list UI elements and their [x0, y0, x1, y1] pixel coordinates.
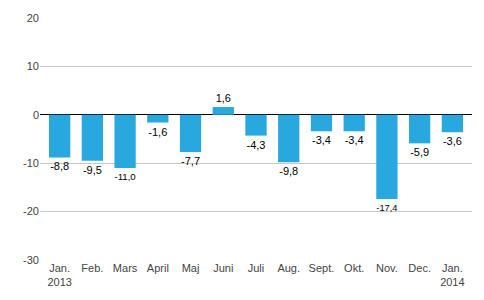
svg-text:0: 0	[33, 109, 39, 121]
svg-text:Dec.: Dec.	[408, 262, 431, 274]
svg-text:-3,6: -3,6	[443, 135, 462, 147]
svg-text:-20: -20	[23, 205, 39, 217]
svg-text:-3,4: -3,4	[312, 134, 331, 146]
svg-text:Nov.: Nov.	[376, 262, 398, 274]
svg-text:Juli: Juli	[248, 262, 265, 274]
svg-text:April: April	[147, 262, 169, 274]
svg-text:Juni: Juni	[213, 262, 233, 274]
svg-text:-9,8: -9,8	[279, 165, 298, 177]
svg-text:10: 10	[27, 60, 39, 72]
svg-text:20: 20	[27, 12, 39, 24]
svg-text:-11,0: -11,0	[114, 171, 135, 182]
svg-text:Jan.2013: Jan.2013	[47, 262, 71, 288]
svg-text:Aug.: Aug.	[277, 262, 300, 274]
svg-text:Sept.: Sept.	[309, 262, 335, 274]
svg-text:-1,6: -1,6	[148, 126, 167, 138]
svg-text:-10: -10	[23, 157, 39, 169]
svg-text:Jan.2014: Jan.2014	[440, 262, 464, 288]
svg-text:Feb.: Feb.	[81, 262, 103, 274]
svg-text:1,6: 1,6	[216, 92, 231, 104]
svg-text:-30: -30	[23, 254, 39, 266]
svg-text:Mars: Mars	[113, 262, 138, 274]
svg-text:-9,5: -9,5	[83, 164, 102, 176]
svg-text:-17,4: -17,4	[376, 203, 397, 213]
svg-text:-3,4: -3,4	[345, 134, 364, 146]
svg-text:Okt.: Okt.	[344, 262, 364, 274]
svg-text:-8,8: -8,8	[50, 160, 69, 172]
svg-text:-5,9: -5,9	[410, 146, 429, 158]
svg-text:Maj: Maj	[182, 262, 200, 274]
svg-text:-4,3: -4,3	[247, 139, 266, 151]
svg-text:-7,7: -7,7	[181, 155, 200, 167]
